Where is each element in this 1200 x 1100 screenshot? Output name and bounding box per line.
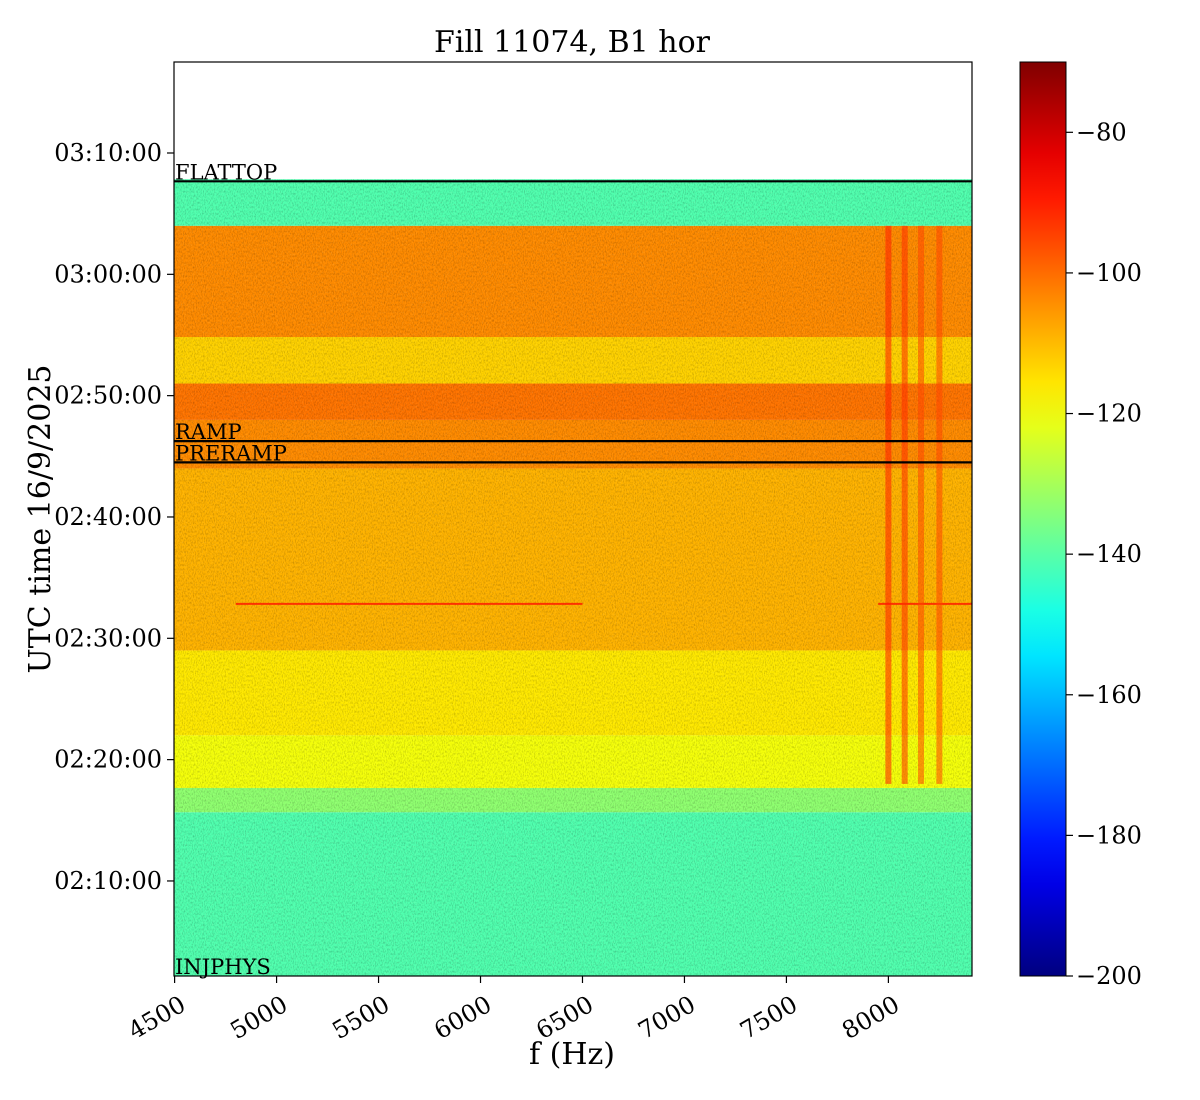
x-axis-label: f (Hz): [529, 1037, 615, 1072]
colorbar-tick-label: −180: [1076, 821, 1142, 849]
chart-title: Fill 11074, B1 hor: [434, 25, 711, 60]
heatmap-stripe-feature: [885, 225, 892, 784]
colorbar-tick-label: −140: [1076, 540, 1142, 568]
phase-label: PRERAMP: [175, 441, 287, 465]
y-tick-label: 02:30:00: [54, 624, 162, 652]
colorbar-axis: −80 −100 −120 −140 −160 −180 −200: [1066, 118, 1142, 990]
phase-label: RAMP: [175, 420, 242, 444]
y-tick-label: 02:40:00: [54, 503, 162, 531]
x-tick-label: 7500: [735, 990, 802, 1045]
heatmap-stripe-feature: [901, 225, 908, 784]
heatmap-stripe-feature: [918, 225, 925, 784]
heatmap-noise-light: [174, 179, 972, 976]
y-tick-label: 03:00:00: [54, 260, 162, 288]
y-tick-label: 02:20:00: [54, 746, 162, 774]
x-tick-label: 5000: [225, 990, 292, 1045]
y-axis: 02:10:00 02:20:00 02:30:00 02:40:00 02:50:00…: [54, 139, 174, 895]
plot-frame: [173, 61, 973, 977]
phase-label: INJPHYS: [175, 955, 271, 979]
colorbar-tick-label: −120: [1076, 400, 1142, 428]
y-tick-label: 02:50:00: [54, 382, 162, 410]
heatmap-features: [235, 225, 972, 784]
colorbar-tick-label: −80: [1076, 118, 1127, 146]
x-tick-label: 7000: [633, 990, 700, 1045]
x-tick-label: 8000: [837, 990, 904, 1045]
phase-label: FLATTOP: [175, 160, 277, 184]
heatmap-noise: [174, 179, 972, 976]
x-tick-label: 6000: [429, 990, 496, 1045]
y-axis-label: UTC time 16/9/2025: [23, 365, 58, 674]
colorbar-tick-label: −200: [1076, 962, 1142, 990]
y-tick-label: 03:10:00: [54, 139, 162, 167]
colorbar: [1019, 61, 1067, 977]
y-tick-label: 02:10:00: [54, 867, 162, 895]
x-tick-label: 5500: [327, 990, 394, 1045]
heatmap-stripe-feature: [936, 225, 943, 784]
colorbar-tick-label: −160: [1076, 681, 1142, 709]
x-tick-label: 4500: [124, 990, 191, 1045]
x-axis: 4500 5000 5500 6000 6500 7000 7500 8000: [124, 976, 904, 1045]
colorbar-tick-label: −100: [1076, 259, 1142, 287]
